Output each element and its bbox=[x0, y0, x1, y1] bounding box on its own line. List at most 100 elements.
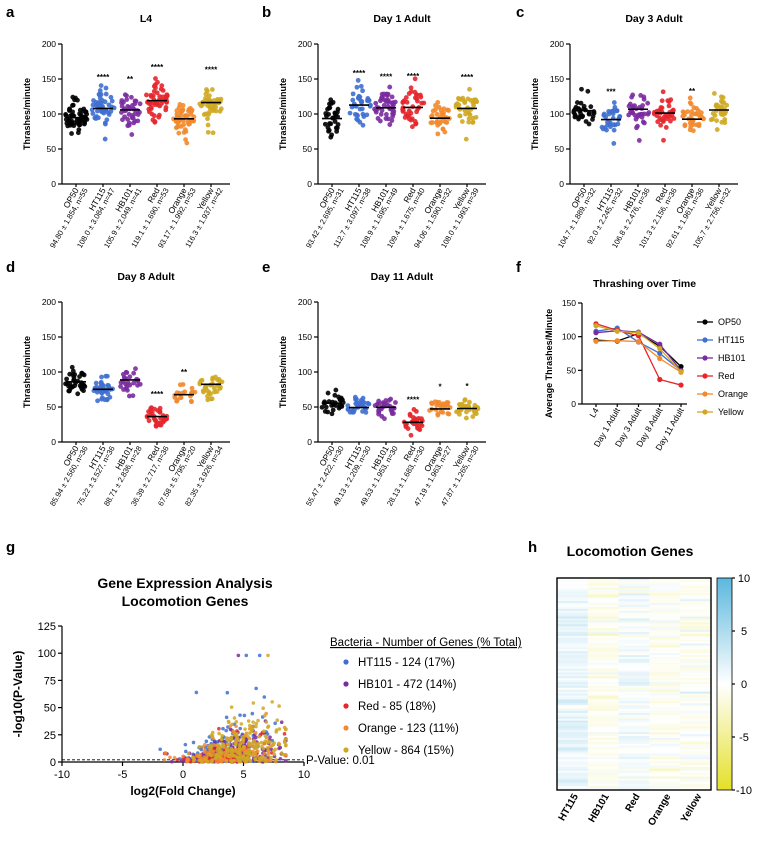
data-point-yellow bbox=[470, 414, 476, 420]
data-point-op50 bbox=[69, 364, 75, 370]
heatmap-cell bbox=[680, 599, 712, 602]
data-point-red bbox=[157, 422, 163, 428]
volcano-point-orange bbox=[186, 757, 190, 761]
significance-stars: **** bbox=[407, 396, 420, 405]
heatmap-cell bbox=[618, 597, 650, 600]
data-point-orange bbox=[435, 131, 441, 137]
heatmap-cell bbox=[680, 734, 712, 737]
heatmap-cell bbox=[618, 722, 650, 725]
data-point-red bbox=[157, 103, 163, 109]
volcano-point-yellow bbox=[277, 741, 281, 746]
data-point-yellow bbox=[457, 106, 463, 112]
heatmap-cell bbox=[557, 712, 589, 716]
heatmap-frame bbox=[556, 577, 712, 791]
heatmap-cell bbox=[557, 755, 589, 758]
volcano-point-orange bbox=[234, 724, 238, 729]
heatmap-cell bbox=[680, 710, 712, 714]
data-point-op50 bbox=[328, 121, 334, 127]
heatmap-cell bbox=[557, 578, 589, 581]
data-point-op50 bbox=[335, 122, 341, 127]
legend-marker bbox=[343, 725, 349, 731]
data-point-hb101 bbox=[640, 119, 646, 125]
data-point-op50 bbox=[63, 112, 69, 117]
significance-stars: ** bbox=[689, 87, 696, 96]
data-point-yellow bbox=[463, 415, 469, 421]
data-point-orange bbox=[687, 95, 693, 101]
data-point-orange bbox=[442, 129, 448, 135]
data-point-ht115 bbox=[350, 91, 356, 97]
heatmap-cell bbox=[587, 784, 619, 787]
heatmap-cell bbox=[680, 714, 712, 718]
heatmap-cell bbox=[587, 641, 619, 644]
heatmap-cell bbox=[618, 682, 650, 685]
volcano-point-yellow bbox=[243, 727, 247, 731]
heatmap-cell bbox=[587, 753, 619, 756]
data-point-red bbox=[655, 119, 661, 125]
heatmap-cell bbox=[618, 732, 650, 735]
heatmap-cell bbox=[680, 784, 712, 787]
data-point-hb101 bbox=[381, 103, 387, 108]
heatmap-cell bbox=[649, 685, 681, 689]
data-point-hb101 bbox=[385, 116, 391, 122]
chart-title: Thrashing over Time bbox=[593, 278, 696, 290]
heatmap-cell bbox=[587, 610, 619, 613]
data-point-orange bbox=[192, 389, 198, 395]
data-point-op50 bbox=[586, 121, 592, 127]
data-point-ht115 bbox=[102, 121, 108, 127]
heatmap-cell bbox=[557, 763, 589, 766]
heatmap-cell bbox=[587, 687, 619, 691]
volcano-point-hb101 bbox=[277, 746, 281, 751]
heatmap-cell bbox=[557, 751, 589, 754]
heatmap-cell bbox=[557, 658, 589, 662]
heatmap-cell bbox=[649, 705, 681, 708]
heatmap-cell bbox=[649, 672, 681, 675]
data-point-yellow bbox=[466, 119, 472, 125]
volcano-point-yellow bbox=[253, 757, 257, 761]
data-point-red bbox=[659, 105, 665, 111]
data-point-hb101 bbox=[137, 109, 142, 115]
data-point-op50 bbox=[585, 88, 591, 94]
heatmap-cell bbox=[680, 670, 712, 673]
heatmap-cell bbox=[557, 776, 589, 779]
data-point-orange bbox=[696, 123, 702, 129]
heatmap-cell bbox=[618, 710, 650, 714]
data-point-hb101 bbox=[128, 94, 134, 100]
volcano-point-ht115 bbox=[194, 690, 199, 695]
panel-label-h: h bbox=[528, 539, 537, 556]
heatmap-cell bbox=[618, 620, 650, 623]
heatmap-cell bbox=[587, 722, 619, 725]
heatmap-cell bbox=[587, 768, 619, 772]
data-point-yellow bbox=[206, 93, 212, 99]
data-point-red bbox=[668, 118, 673, 124]
heatmap-cell bbox=[680, 703, 712, 706]
volcano-point-yellow bbox=[238, 747, 242, 751]
heatmap-cell bbox=[680, 709, 712, 712]
heatmap-cell bbox=[587, 709, 619, 712]
data-point-orange bbox=[171, 116, 176, 122]
volcano-point-ht115 bbox=[238, 726, 243, 731]
data-point-ht115 bbox=[98, 83, 104, 88]
heatmap-cell bbox=[680, 757, 712, 760]
data-point-red bbox=[160, 418, 166, 424]
heatmap-cell bbox=[618, 624, 650, 627]
volcano-point-orange bbox=[181, 754, 185, 759]
heatmap-cell bbox=[680, 678, 712, 681]
legend-label: Orange - 123 (11%) bbox=[358, 723, 459, 735]
heatmap-cell bbox=[587, 730, 619, 733]
heatmap-cell bbox=[680, 643, 712, 646]
heatmap-cell bbox=[587, 589, 619, 592]
heatmap-cell bbox=[557, 651, 589, 654]
heatmap-cell bbox=[618, 643, 650, 646]
heatmap-cell bbox=[618, 684, 650, 687]
heatmap-cell bbox=[557, 645, 589, 648]
data-point-ht115 bbox=[103, 85, 109, 91]
heatmap-cell bbox=[618, 676, 650, 679]
heatmap-cell bbox=[587, 676, 619, 679]
legend-marker bbox=[702, 355, 708, 361]
data-point-op50 bbox=[74, 117, 80, 123]
volcano-point-hb101 bbox=[279, 720, 284, 724]
y-tick-label: 0 bbox=[559, 179, 564, 189]
heatmap-cell bbox=[649, 724, 681, 727]
data-point-hb101 bbox=[645, 100, 651, 106]
data-point-ht115 bbox=[95, 398, 100, 404]
